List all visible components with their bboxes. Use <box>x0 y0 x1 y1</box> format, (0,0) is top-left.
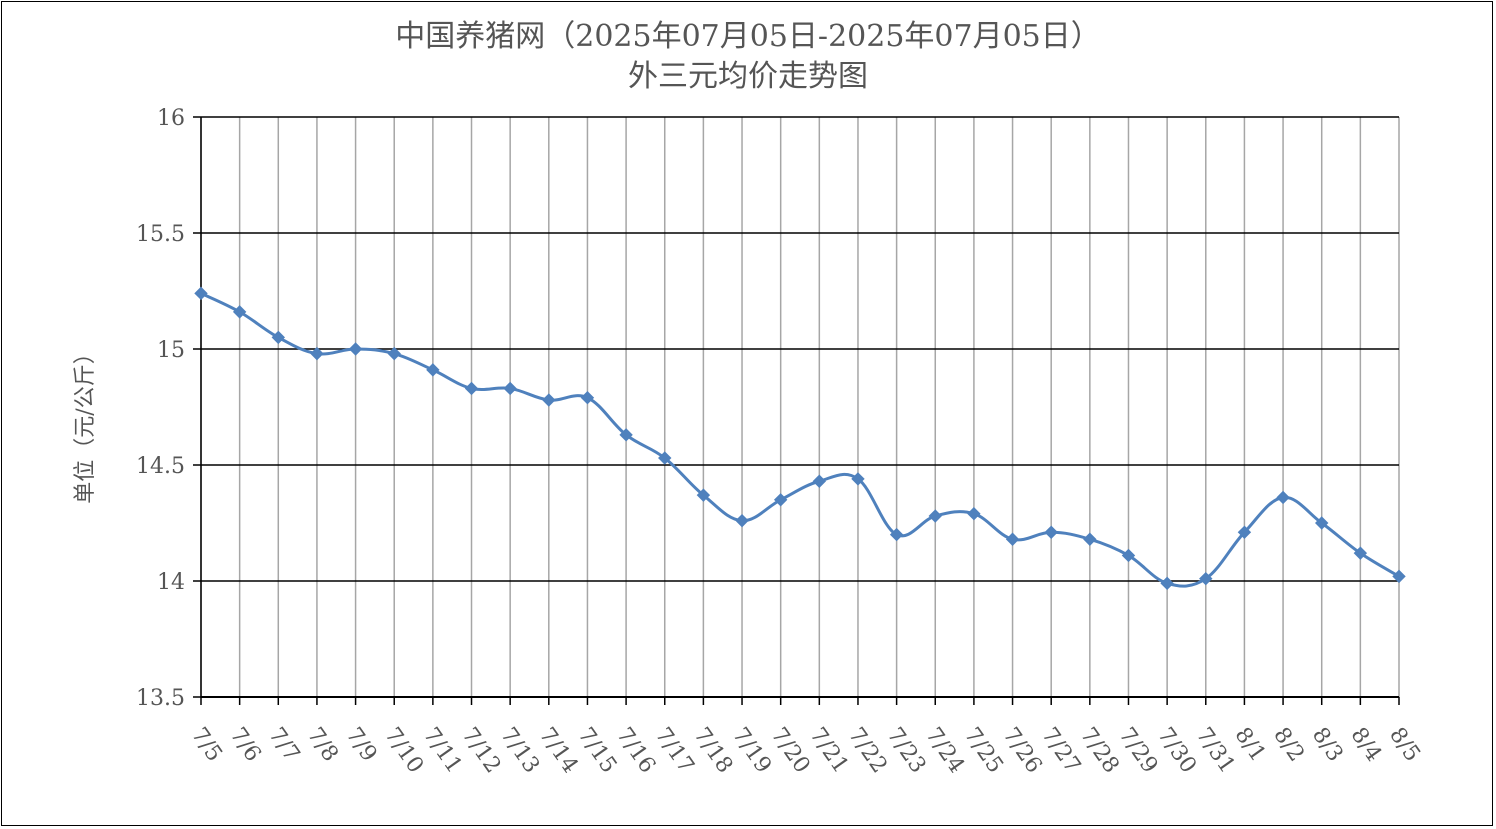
x-tick-label: 8/2 <box>1268 723 1309 766</box>
data-point <box>1083 532 1097 546</box>
x-tick-label: 7/23 <box>882 723 931 778</box>
data-point <box>1315 516 1329 530</box>
x-tick-label: 7/16 <box>611 723 660 778</box>
data-point <box>310 346 324 361</box>
x-tick-label: 7/7 <box>263 723 304 766</box>
series-group <box>194 286 1406 591</box>
data-point <box>1353 546 1368 560</box>
data-point <box>928 509 942 523</box>
y-tick-label: 15 <box>157 338 185 363</box>
y-tick-label: 13.5 <box>136 686 185 711</box>
x-tick-label: 7/17 <box>650 723 699 778</box>
x-tick-label: 7/26 <box>998 723 1047 778</box>
data-point <box>232 305 247 319</box>
data-point <box>696 488 711 502</box>
y-tick-label: 14 <box>157 570 185 595</box>
x-tick-label: 7/20 <box>766 723 815 778</box>
data-point <box>735 513 749 528</box>
data-point <box>773 493 788 507</box>
data-point <box>1044 525 1058 539</box>
x-tick-label: 7/28 <box>1075 723 1124 778</box>
data-point <box>503 381 517 396</box>
data-point <box>1237 525 1252 539</box>
x-tick-label: 8/3 <box>1307 723 1348 766</box>
x-tick-label: 7/24 <box>920 723 969 778</box>
data-point <box>851 472 865 486</box>
data-point <box>1121 548 1136 563</box>
x-tick-label: 7/15 <box>573 723 622 778</box>
data-point <box>387 346 401 361</box>
series-line <box>200 291 1400 588</box>
y-axis-label: 单位（元/公斤） <box>73 342 98 503</box>
data-point <box>348 342 363 356</box>
data-point <box>194 286 208 301</box>
data-point <box>1199 571 1213 586</box>
x-tick-label: 7/18 <box>688 723 737 778</box>
x-tick-label: 7/6 <box>225 723 266 766</box>
x-tick-label: 7/8 <box>302 723 343 766</box>
vertical-gridlines <box>200 117 1400 697</box>
y-tick-labels: 13.5 14 14.5 15 15.5 16 <box>136 106 185 711</box>
x-tick-label: 7/31 <box>1191 723 1240 778</box>
chart-subtitle: 外三元均价走势图 <box>628 59 868 94</box>
x-tick-label: 7/12 <box>457 723 506 778</box>
data-point <box>464 381 479 396</box>
data-point <box>889 527 904 542</box>
y-tick-label: 15.5 <box>136 222 185 247</box>
horizontal-gridlines <box>193 116 1400 705</box>
x-tick-label: 8/5 <box>1384 723 1425 766</box>
x-tick-label: 7/11 <box>418 723 467 778</box>
x-tick-label: 7/21 <box>804 723 853 778</box>
data-point <box>658 451 672 465</box>
x-tick-label: 7/13 <box>495 723 544 778</box>
x-tick-label: 7/19 <box>727 723 776 778</box>
data-point <box>542 393 556 407</box>
x-tick-label: 7/9 <box>341 723 382 766</box>
y-tick-label: 16 <box>157 106 185 131</box>
data-point <box>619 428 633 442</box>
x-tick-label: 7/25 <box>959 723 1008 778</box>
x-tick-label: 7/10 <box>379 723 428 778</box>
data-point <box>1392 569 1406 584</box>
data-point <box>967 507 981 521</box>
data-point <box>426 363 440 377</box>
x-tick-label: 7/22 <box>843 723 892 778</box>
chart-title: 中国养猪网（2025年07月05日-2025年07月05日） <box>395 19 1101 54</box>
data-point <box>271 330 285 345</box>
data-point <box>1276 490 1290 505</box>
data-point <box>580 391 595 405</box>
data-point <box>1160 576 1174 591</box>
data-point <box>812 474 827 488</box>
data-point <box>1005 532 1020 546</box>
x-tick-label: 7/29 <box>1114 723 1163 778</box>
x-tick-label: 7/14 <box>534 723 583 778</box>
x-tick-label: 8/4 <box>1345 723 1386 766</box>
x-tick-label: 7/5 <box>186 723 227 766</box>
x-tick-labels: 7/57/67/77/87/97/107/117/127/137/147/157… <box>186 723 1425 778</box>
x-tick-label: 7/30 <box>1152 723 1201 778</box>
x-tick-label: 7/27 <box>1036 723 1085 778</box>
y-tick-label: 14.5 <box>136 454 185 479</box>
